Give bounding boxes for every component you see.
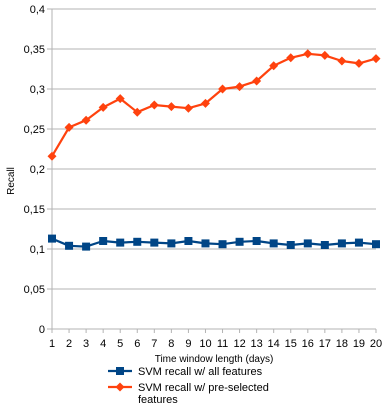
data-point [65,241,74,250]
data-point [320,50,330,60]
y-tick-label: 0,05 [24,284,45,296]
data-point [183,103,193,113]
data-point [98,102,108,112]
x-tick-label: 18 [336,338,348,350]
y-tick-label: 0,2 [30,164,45,176]
y-tick-label: 0,15 [24,204,45,216]
data-point [150,238,159,247]
x-tick-label: 8 [168,338,174,350]
x-tick-label: 11 [217,338,228,350]
x-tick-label: 9 [185,338,191,350]
x-tick-label: 3 [83,338,89,350]
data-point [337,56,347,66]
y-tick-label: 0,3 [30,84,45,96]
data-point [218,84,228,94]
legend-label: features [138,394,178,406]
data-point [64,122,74,132]
data-point [337,239,346,248]
data-point [166,102,176,112]
data-point [218,240,227,249]
x-tick-label: 20 [370,338,382,350]
data-point [133,237,142,246]
data-point [354,238,363,247]
x-tick-label: 2 [66,338,72,350]
y-tick-label: 0,35 [24,44,45,56]
series-1 [48,234,380,251]
data-point [286,53,296,63]
data-point [132,107,142,117]
x-tick-label: 15 [285,338,297,350]
data-point [371,54,381,64]
data-point [47,151,57,161]
data-point [82,242,91,251]
x-tick-label: 14 [268,338,280,350]
data-point [48,234,56,243]
data-point [201,239,210,248]
data-point [99,237,108,245]
data-point [303,239,312,248]
data-point [269,239,278,248]
x-tick-label: 19 [353,338,365,350]
y-axis-title: Recall [6,167,17,195]
axes [47,8,377,333]
series-line [51,52,377,157]
x-tick-label: 1 [49,338,55,350]
x-axis-title: Time window length (days) [155,354,274,365]
data-point [320,241,329,249]
x-tick-label: 12 [233,338,245,350]
data-point [252,76,262,86]
x-tick-label: 7 [151,338,157,350]
data-point [269,61,279,71]
data-point [116,238,125,247]
x-tick-label: 10 [199,338,211,350]
legend-label: SVM recall w/ all features [138,366,263,378]
data-point [81,115,91,125]
series [47,49,381,251]
y-tick-label: 0,1 [30,244,45,256]
legend: SVM recall w/ all features SVM recall w/ … [108,366,269,406]
x-tick-label: 13 [251,338,263,350]
y-tick-label: 0 [39,324,45,336]
data-point [372,240,380,249]
data-point [149,100,159,110]
y-tick-label: 0,25 [24,124,45,136]
data-point [235,82,245,92]
data-point [115,94,125,104]
x-tick-label: 5 [117,338,123,350]
legend-entry-1: SVM recall w/ all features [108,366,263,378]
x-tick-label: 16 [302,338,314,350]
legend-swatch-marker [116,367,124,375]
data-point [303,49,313,59]
grid [52,8,376,330]
series-2 [47,49,381,161]
data-point [252,237,261,245]
data-point [184,237,193,245]
x-tick-label: 4 [100,338,106,350]
data-point [286,241,295,249]
y-tick-label: 0,4 [30,4,45,16]
tick-labels: 00,050,10,150,20,250,30,350,41 2 3 4 5 6 7 8 9 10… [24,4,383,350]
data-point [354,58,364,68]
x-tick-label: 17 [319,338,331,350]
data-point [200,98,210,108]
legend-label: SVM recall w/ pre-selected [138,382,269,394]
x-tick-label: 6 [134,338,140,350]
data-point [235,237,244,246]
data-point [167,239,176,248]
legend-swatch-marker [115,382,125,392]
